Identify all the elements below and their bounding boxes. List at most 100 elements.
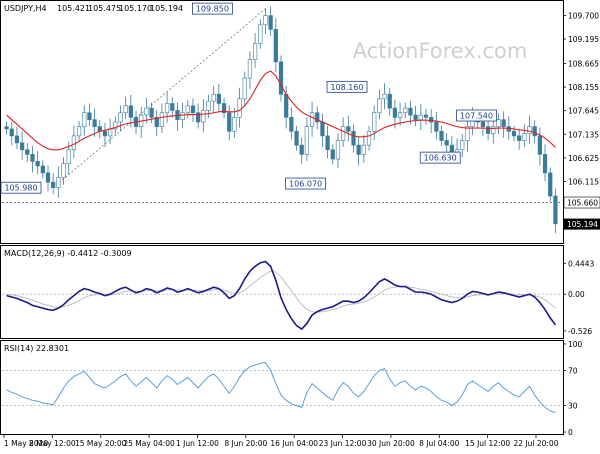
header-low: 105.170 [119,4,152,13]
x-tick-label: 23 Jun 12:00 [319,439,367,448]
candle [491,126,496,134]
rsi-ytick-label: 30 [568,402,578,411]
candle [527,126,532,134]
candle [304,126,310,155]
candle [392,107,398,118]
price-ytick-label: 107.135 [568,130,599,139]
candle [356,144,361,155]
candle [330,149,335,160]
candle [102,130,108,137]
candle [108,128,113,137]
candle [4,126,9,130]
candle [180,112,185,120]
candle [501,119,506,127]
price-annotation-label: 106.070 [289,180,322,189]
candle [522,133,527,141]
header-symbol: USDJPY,H4 [4,4,47,13]
candle [480,121,486,127]
candle [382,93,387,100]
x-tick-label: 8 Jun 20:00 [224,439,267,448]
candle [351,130,356,146]
candle [361,144,366,155]
candle [237,98,242,118]
x-tick-label: 8 May 12:00 [29,439,76,448]
candle [284,93,289,118]
candle [423,114,429,118]
candle [113,121,118,130]
price-annotation-box [192,2,233,15]
candle [123,105,128,114]
candle [154,117,159,127]
price-ytick-label: 108.155 [568,83,599,92]
candle [118,112,123,123]
candle [548,172,553,197]
price-annotation-box [0,181,42,194]
candle [221,103,227,114]
x-tick-label: 15 Jul 12:00 [465,439,510,448]
candle [128,105,133,118]
candle [397,112,403,118]
macd-ytick-label: -0.526 [568,327,592,336]
candle [56,177,61,189]
candle [532,126,537,137]
axis-labels-group: 109.700 109.195 108.665 108.155 107.645 107.1… [3,12,600,448]
candle [299,144,304,155]
price-annotation-box [419,151,461,164]
macd-title: MACD(12,26,9) -0.4412 -0.3009 [4,249,132,258]
candle [170,103,175,111]
candle [76,126,82,137]
price-annotation-label: 109.850 [196,5,229,14]
price-ytick-label: 108.665 [568,59,599,68]
candle [449,144,454,153]
candle [460,140,465,151]
candle [408,107,413,116]
candle [164,103,170,114]
rsi-ytick-label: 0 [568,428,573,437]
candle [444,140,449,146]
rsi-panel-frame [0,340,564,435]
candle [211,93,216,102]
x-tick-label: 30 Jun 20:00 [367,439,415,448]
candle [196,112,201,123]
candle [418,114,423,120]
candle [20,142,25,151]
candle [144,107,149,116]
candle [387,93,392,109]
candle [30,154,35,162]
candle [51,181,56,189]
hline-price-box [563,196,600,209]
price-ytick-label: 107.645 [568,107,599,116]
candle [253,43,258,60]
candle [434,121,439,132]
price-annotation-box [285,177,326,190]
candle [413,114,418,120]
candle [159,112,165,127]
x-tick-label: 1 May 2020 [4,439,48,448]
candle [149,107,154,118]
candle [309,112,315,127]
price-ytick-label: 109.700 [568,12,599,21]
candle [25,149,30,155]
price-annotation-box [326,80,368,93]
candle [496,119,501,127]
x-tick-label: 25 May 04:00 [123,439,175,448]
price-annotation-label: 108.160 [330,83,363,92]
candle [439,130,444,141]
price-annotation-label: 105.980 [4,184,37,193]
moving-average-line [6,70,556,151]
macd-ytick-label: 0.00 [568,290,585,299]
candle [185,105,190,114]
candle [87,112,92,120]
candle [372,112,377,132]
x-tick-label: 15 May 20:00 [75,439,127,448]
macd-series-group [2,260,560,331]
candle [542,154,548,174]
candle [66,149,71,164]
candle [517,135,522,141]
candle [82,112,87,127]
rsi-title: RSI(14) 22.8301 [4,344,69,353]
candle [190,105,196,114]
candle [227,112,232,132]
